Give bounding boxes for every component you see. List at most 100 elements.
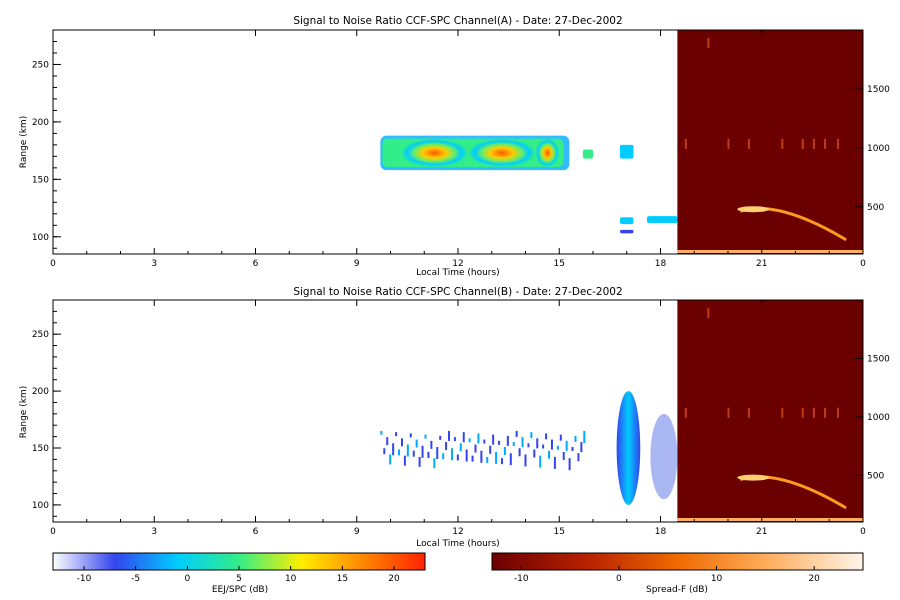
panel-a-ylabel: Range (km) (19, 116, 29, 168)
patch (620, 217, 634, 225)
eej-speckle (556, 445, 559, 450)
spreadf-trace (837, 407, 840, 418)
colorbar-tick-label: 20 (388, 574, 400, 584)
panel-b-title: Signal to Noise Ratio CCF-SPC Channel(B)… (293, 286, 622, 298)
colorbar-eej-label: EEJ/SPC (dB) (212, 585, 268, 595)
eej-speckle (459, 443, 462, 452)
eej-speckle (380, 430, 383, 435)
eej-speckle (450, 448, 453, 461)
colorbar-tick-label: -10 (77, 574, 92, 584)
eej-speckle (474, 444, 477, 453)
colorbar-eej-ticks: -10 -5 0 5 10 15 20 (77, 566, 400, 584)
eej-speckle (518, 448, 521, 457)
spreadf-trace (727, 138, 730, 149)
colorbar-tick-label: 10 (711, 574, 723, 584)
eej-speckle (515, 430, 518, 437)
spreadf-trace (824, 407, 827, 418)
x-tick-label: 3 (151, 527, 157, 537)
panel-b-axes: 0 3 6 9 12 15 18 21 0 100 150 200 250 500 1000 1500 (32, 300, 890, 537)
x-tick-label: 0 (50, 259, 56, 269)
eej-speckle (577, 453, 580, 462)
eej-speckle (439, 435, 442, 440)
eej-speckle (509, 453, 512, 466)
spreadf-trace (747, 407, 750, 418)
colorbar-tick-label: 20 (808, 574, 820, 584)
eej-speckle (524, 454, 527, 467)
y2-tick-label: 1500 (867, 85, 890, 95)
eej-speckle (430, 440, 433, 449)
eej-speckle (568, 458, 571, 471)
colorbar-tick-label: 0 (184, 574, 190, 584)
x-tick-label: 15 (554, 527, 565, 537)
eej-speckle (512, 442, 515, 447)
eej-speckle (574, 435, 577, 442)
x-tick-label: 0 (50, 527, 56, 537)
eej-speckle (386, 437, 389, 446)
eej-speckle (565, 440, 568, 451)
x-tick-label: 0 (860, 527, 866, 537)
eej-speckle (395, 432, 398, 437)
x-tick-label: 9 (354, 527, 360, 537)
spreadf-trace (707, 38, 710, 48)
spreadf-region (677, 300, 863, 522)
eej-speckle (383, 448, 386, 455)
eej-speckle (492, 434, 495, 445)
y-tick-label: 150 (32, 444, 49, 454)
spreadf-trace (781, 407, 784, 418)
plume (616, 391, 641, 505)
eej-speckle (562, 451, 565, 460)
x-tick-label: 0 (860, 259, 866, 269)
patch (620, 229, 634, 234)
eej-speckle (409, 433, 412, 438)
eej-speckle (498, 440, 501, 445)
eej-speckle (406, 444, 409, 457)
eej-speckle (400, 438, 403, 447)
y-tick-label: 100 (32, 501, 49, 511)
eej-core (468, 138, 536, 168)
panel-b-marks (380, 300, 863, 522)
eej-speckle (456, 454, 459, 461)
eej-speckle (468, 438, 471, 443)
x-tick-label: 6 (253, 527, 259, 537)
eej-speckle (483, 439, 486, 444)
eej-speckle (495, 451, 498, 464)
eej-speckle (553, 456, 556, 469)
plume (650, 413, 678, 500)
spreadf-region (677, 30, 863, 254)
x-tick-label: 21 (756, 527, 767, 537)
eej-speckle (403, 455, 406, 466)
eej-speckle (486, 456, 489, 463)
colorbar-spreadf-ticks: -10 0 10 20 (514, 566, 820, 584)
eej-core (535, 138, 560, 168)
eej-speckle (433, 458, 436, 469)
eej-speckle (427, 451, 430, 458)
eej-speckle (418, 456, 421, 467)
colorbar-spreadf-label: Spread-F (dB) (646, 585, 708, 595)
spreadf-ground (677, 518, 863, 521)
eej-speckle (421, 445, 424, 458)
x-tick-label: 18 (655, 259, 667, 269)
spreadf-trace (801, 407, 804, 418)
spreadf-trace (684, 407, 687, 418)
eej-speckle (527, 443, 530, 448)
patch (647, 216, 678, 223)
eej-speckle (448, 430, 451, 441)
x-tick-label: 9 (354, 259, 360, 269)
eej-speckle (412, 450, 415, 457)
eej-speckle (503, 447, 506, 456)
spreadf-echo-core (737, 206, 770, 213)
spreadf-trace (707, 308, 710, 318)
eej-speckle (521, 437, 524, 448)
y2-tick-label: 1000 (867, 413, 890, 423)
eej-speckle (550, 439, 553, 450)
eej-speckle (445, 442, 448, 451)
patch (620, 144, 634, 159)
x-tick-label: 12 (452, 527, 463, 537)
eej-speckle (392, 443, 395, 456)
panel-a-xlabel: Local Time (hours) (416, 268, 499, 278)
eej-speckle (462, 432, 465, 443)
y-tick-label: 200 (32, 387, 49, 397)
x-tick-label: 6 (253, 259, 259, 269)
spreadf-trace (684, 138, 687, 149)
